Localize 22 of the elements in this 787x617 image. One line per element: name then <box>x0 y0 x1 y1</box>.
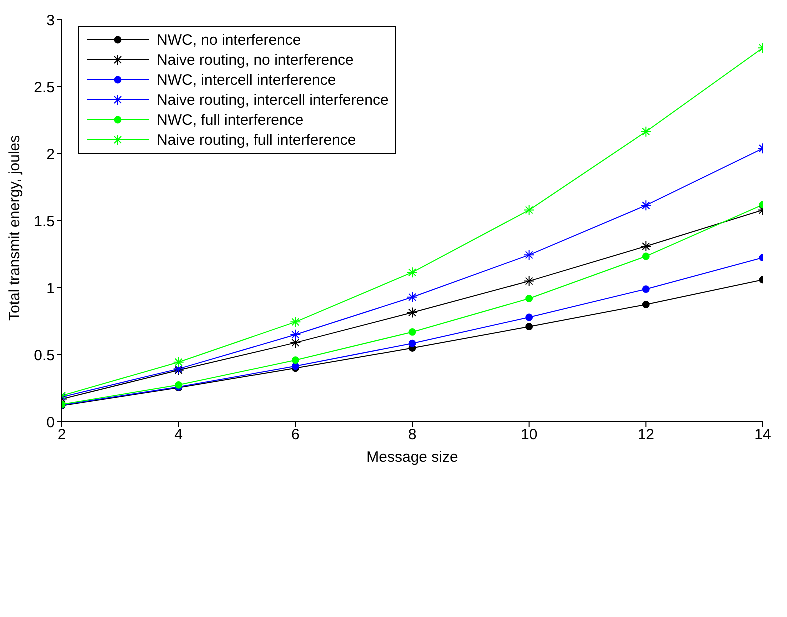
y-tick-label: 2 <box>46 146 55 164</box>
legend-label: Naive routing, full interference <box>157 132 356 148</box>
y-tick-label: 1.5 <box>34 213 55 230</box>
y-tick-label: 0 <box>46 414 55 432</box>
x-tick-label: 14 <box>754 426 772 444</box>
x-tick-label: 8 <box>408 426 417 444</box>
y-axis-title: Total transmit energy, joules <box>6 135 24 321</box>
y-tick-label: 3 <box>46 12 55 30</box>
y-tick-label: 2.5 <box>34 79 55 96</box>
x-tick-label: 2 <box>58 426 66 444</box>
x-tick-label: 6 <box>291 426 300 444</box>
legend-label: Naive routing, intercell interference <box>157 92 389 108</box>
y-tick-label: 1 <box>46 280 55 298</box>
x-tick-label: 4 <box>174 426 184 444</box>
x-tick-label: 12 <box>638 426 655 444</box>
x-axis-title: Message size <box>366 449 458 466</box>
x-tick-label: 10 <box>520 426 538 444</box>
legend-label: NWC, no interference <box>157 32 302 48</box>
legend-label: NWC, full interference <box>157 112 304 128</box>
y-tick-label: 0.5 <box>34 347 55 364</box>
legend-label: Naive routing, no interference <box>157 52 354 68</box>
legend-label: NWC, intercell interference <box>157 72 336 88</box>
